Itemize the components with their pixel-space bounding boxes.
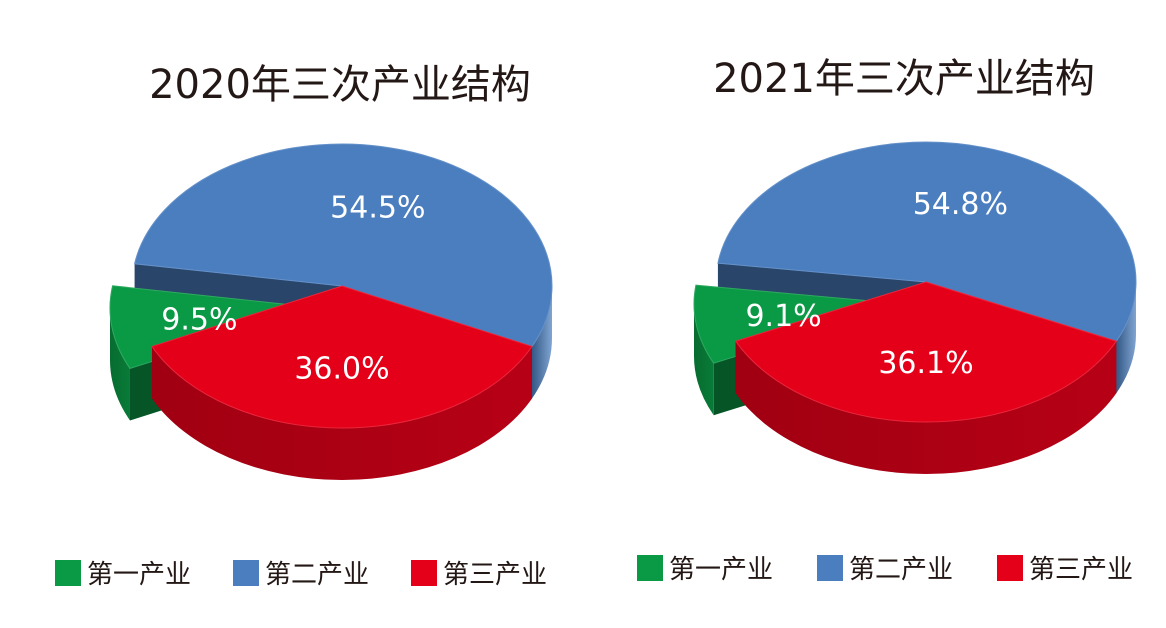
legend-swatch	[997, 555, 1023, 581]
data-label: 9.1%	[745, 299, 821, 334]
data-label: 36.0%	[294, 351, 389, 386]
chart-title: 2021年三次产业结构	[713, 56, 1095, 102]
pie-slices	[109, 143, 553, 481]
legend-item: 第二产业	[817, 555, 953, 585]
legend-swatch	[817, 555, 843, 581]
legend-label: 第一产业	[87, 560, 191, 590]
legend: 第一产业 第二产业 第三产业	[637, 555, 1133, 585]
legend-label: 第二产业	[849, 555, 953, 585]
legend-item: 第一产业	[637, 555, 773, 585]
legend-label: 第三产业	[1029, 555, 1133, 585]
chart-2020: 2020年三次产业结构 54.5% 9.5% 36.0% 第一产业 第二产业 第三产业	[55, 62, 553, 590]
data-label: 54.5%	[330, 190, 425, 225]
data-label: 36.1%	[878, 346, 973, 381]
legend-item: 第一产业	[55, 560, 191, 590]
legend-swatch	[233, 560, 259, 586]
legend-swatch	[411, 560, 437, 586]
legend-item: 第三产业	[411, 560, 547, 590]
pie-slices	[693, 141, 1137, 474]
chart-title: 2020年三次产业结构	[149, 62, 531, 108]
legend-item: 第二产业	[233, 560, 369, 590]
data-labels: 54.5% 9.5% 36.0%	[161, 190, 425, 386]
chart-2021: 2021年三次产业结构 54.8% 9.1% 36.1% 第一产业 第二产业 第三产业	[637, 56, 1137, 585]
data-label: 9.5%	[161, 303, 237, 338]
legend-label: 第一产业	[669, 555, 773, 585]
data-label: 54.8%	[913, 187, 1008, 222]
legend-swatch	[637, 555, 663, 581]
pie-slice-3	[151, 285, 533, 481]
legend: 第一产业 第二产业 第三产业	[55, 560, 547, 590]
pie-slice-3	[734, 281, 1118, 474]
data-labels: 54.8% 9.1% 36.1%	[745, 187, 1008, 381]
legend-label: 第三产业	[443, 560, 547, 590]
legend-item: 第三产业	[997, 555, 1133, 585]
legend-swatch	[55, 560, 81, 586]
legend-label: 第二产业	[265, 560, 369, 590]
